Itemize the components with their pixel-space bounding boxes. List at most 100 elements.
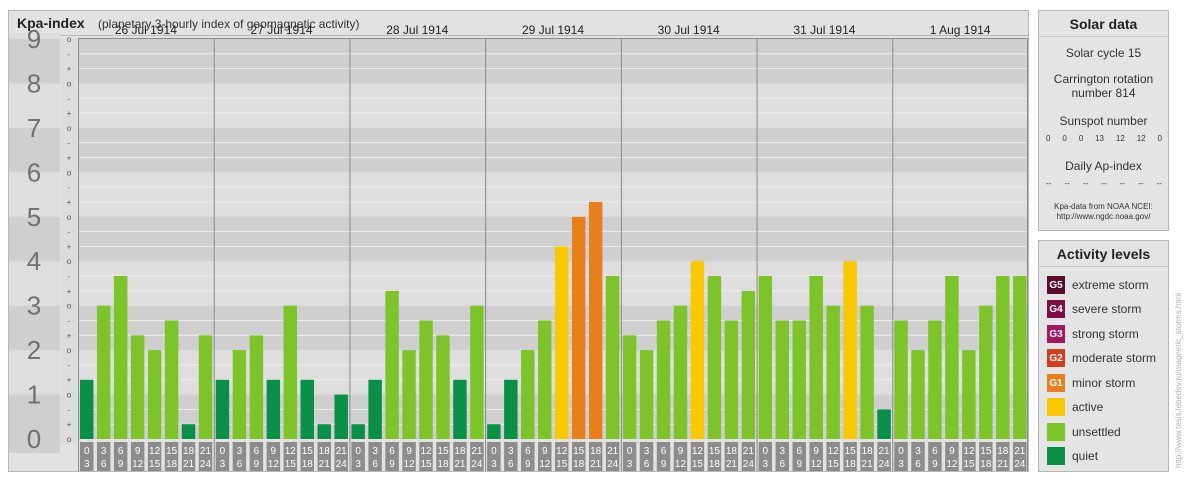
interval-cell [419, 442, 433, 471]
interval-cell [690, 442, 705, 471]
interval-cell [656, 442, 671, 471]
k-subtick-label: o [67, 124, 72, 133]
interval-start-label: 6 [932, 446, 938, 457]
interval-end-label: 6 [237, 459, 243, 470]
kp-bar [826, 305, 840, 439]
interval-start-label: 15 [302, 446, 314, 457]
interval-end-label: 18 [166, 459, 178, 470]
day-label: 29 Jul 1914 [522, 23, 584, 37]
interval-start-label: 9 [542, 446, 548, 457]
kp-bar [1013, 276, 1027, 439]
kp-bar [809, 276, 823, 439]
interval-end-label: 3 [763, 459, 769, 470]
interval-start-label: 15 [709, 446, 721, 457]
interval-cell [588, 442, 603, 471]
interval-cell [266, 442, 281, 471]
interval-end-label: 6 [779, 459, 785, 470]
interval-end-label: 12 [811, 459, 823, 470]
k-subtick-label: + [67, 65, 72, 74]
kp-bar [979, 305, 993, 439]
kp-bar [792, 320, 806, 439]
interval-start-label: 6 [254, 446, 260, 457]
interval-end-label: 15 [149, 459, 161, 470]
kp-bar [181, 424, 196, 439]
k-subtick-label: - [68, 94, 71, 103]
interval-start-label: 0 [627, 446, 633, 457]
interval-cell [945, 442, 959, 471]
interval-start-label: 15 [166, 446, 178, 457]
interval-end-label: 12 [946, 459, 958, 470]
kp-bar [113, 276, 128, 439]
interval-cell [605, 442, 620, 471]
k-band [78, 261, 1028, 306]
interval-cell [453, 442, 467, 471]
level-row-minor-storm: G1 minor storm [1047, 373, 1135, 393]
interval-end-label: 24 [607, 459, 619, 470]
interval-start-label: 21 [607, 446, 619, 457]
interval-start-label: 21 [743, 446, 755, 457]
interval-start-label: 15 [573, 446, 585, 457]
interval-end-label: 18 [845, 459, 857, 470]
k-axis-band [9, 350, 60, 395]
interval-cell [215, 442, 230, 471]
day-label: 28 Jul 1914 [386, 23, 448, 37]
carrington-line-2: number 814 [1071, 86, 1136, 100]
k-axis-band [9, 83, 60, 128]
interval-start-label: 12 [149, 446, 161, 457]
solar-data-box: Solar data Solar cycle 15 Carrington rot… [1038, 10, 1169, 231]
interval-cell [300, 442, 314, 471]
interval-cell [622, 442, 637, 471]
kp-bar [894, 320, 908, 439]
k-subtick-label: o [67, 257, 72, 266]
interval-end-label: 18 [573, 459, 585, 470]
interval-end-label: 12 [132, 459, 144, 470]
level-row-strong-storm: G3 strong storm [1047, 324, 1139, 344]
k-subtick-label: - [68, 361, 71, 370]
kp-bar [690, 261, 705, 439]
interval-end-label: 21 [862, 459, 874, 470]
interval-start-label: 3 [237, 446, 243, 457]
interval-end-label: 18 [437, 459, 449, 470]
interval-start-label: 9 [406, 446, 412, 457]
k-subtick-label: - [68, 316, 71, 325]
interval-start-label: 0 [84, 446, 90, 457]
interval-end-label: 6 [644, 459, 650, 470]
kp-bar [639, 350, 654, 439]
kp-bar [962, 350, 976, 439]
kp-bar [436, 335, 450, 439]
interval-end-label: 18 [709, 459, 721, 470]
kp-bar [911, 350, 925, 439]
k-tick-label: 8 [27, 68, 41, 98]
sunspot-value: 12 [1136, 134, 1146, 143]
kp-bar [538, 320, 552, 439]
kp-bar [945, 276, 959, 439]
k-tick-label: 9 [27, 24, 41, 54]
kp-bar [707, 276, 722, 439]
interval-end-label: 12 [268, 459, 280, 470]
k-subtick-label: + [67, 376, 72, 385]
ap-value: -- [1138, 179, 1144, 188]
level-swatch: G3 [1047, 325, 1065, 343]
kp-bar [402, 350, 416, 439]
interval-end-label: 21 [183, 459, 195, 470]
kp-bar [673, 305, 688, 439]
interval-end-label: 12 [675, 459, 687, 470]
interval-start-label: 9 [949, 446, 955, 457]
interval-end-label: 24 [743, 459, 755, 470]
interval-end-label: 21 [726, 459, 738, 470]
interval-cell [96, 442, 111, 471]
interval-end-label: 9 [118, 459, 124, 470]
interval-cell [402, 442, 416, 471]
ap-value: -- [1046, 179, 1052, 188]
kp-bar [419, 320, 433, 439]
interval-cell [521, 442, 535, 471]
interval-start-label: 18 [862, 446, 874, 457]
interval-start-label: 21 [336, 446, 348, 457]
ap-values: -- -- -- -- -- -- -- [1039, 179, 1168, 188]
interval-cell [639, 442, 654, 471]
interval-cell [996, 442, 1010, 471]
sunspot-value: 13 [1095, 134, 1104, 143]
k-tick-label: 5 [27, 202, 41, 232]
k-axis-band [9, 172, 60, 217]
interval-cell [130, 442, 145, 471]
